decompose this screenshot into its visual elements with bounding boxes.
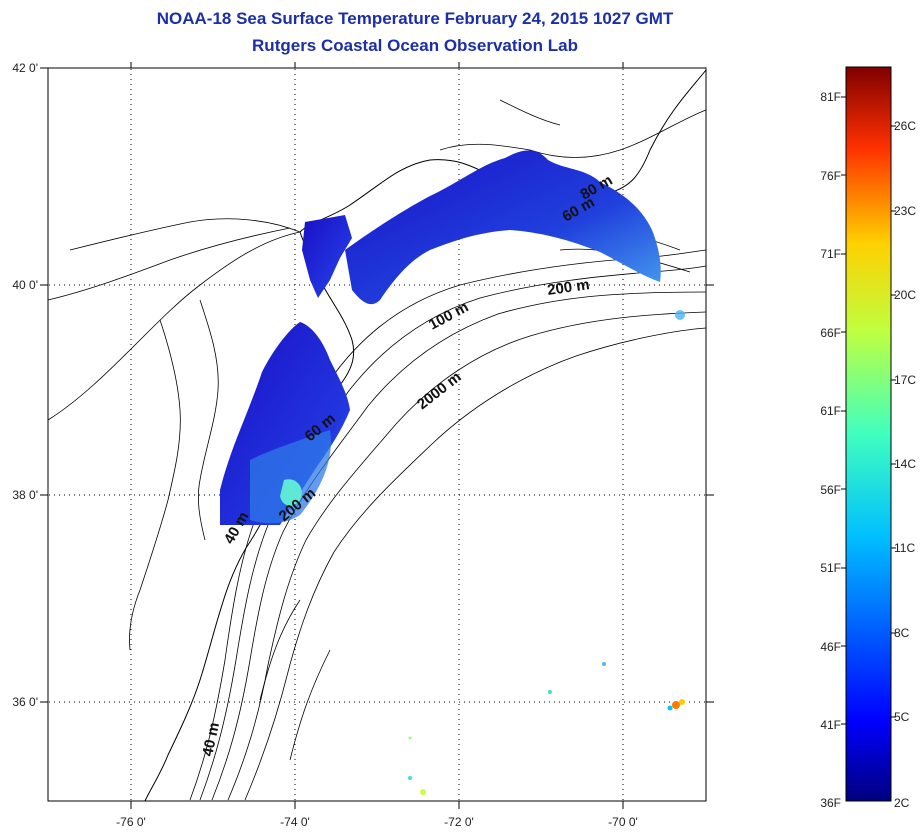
cb-c-label: 8C xyxy=(894,626,910,640)
cb-c-label: 2C xyxy=(894,796,910,810)
cb-f-label: 71F xyxy=(820,247,841,261)
cb-f-label: 76F xyxy=(820,169,841,183)
cb-f-label: 81F xyxy=(820,90,841,104)
map-subtitle: Rutgers Coastal Ocean Observation Lab xyxy=(252,36,578,55)
new-england-shoreline xyxy=(439,99,707,158)
lat-label: 40 0' xyxy=(12,278,38,292)
cb-c-label: 14C xyxy=(894,457,916,471)
lat-label: 36 0' xyxy=(12,695,38,709)
cb-f-label: 56F xyxy=(820,483,841,497)
cb-c-label: 11C xyxy=(894,541,915,555)
isobath-label-40-far-south: 40 m xyxy=(199,721,223,758)
latitude-labels: 42 0' 40 0' 38 0' 36 0' xyxy=(12,61,38,709)
cb-f-label: 61F xyxy=(820,404,841,418)
cb-f-label: 46F xyxy=(820,640,841,654)
inland-shoreline xyxy=(47,218,301,421)
cb-c-label: 20C xyxy=(894,288,916,302)
temperature-colorbar xyxy=(845,66,892,802)
lat-label: 42 0' xyxy=(12,61,38,75)
lon-label: -76 0' xyxy=(116,815,146,829)
cb-c-label: 17C xyxy=(894,373,916,387)
tick-marks xyxy=(40,62,714,809)
chesapeake-shoreline xyxy=(129,299,219,651)
colorbar-ticks xyxy=(841,96,896,725)
longitude-labels: -76 0' -74 0' -72 0' -70 0' xyxy=(116,815,638,829)
lon-label: -72 0' xyxy=(444,815,474,829)
lat-label: 38 0' xyxy=(12,488,38,502)
cb-f-label: 66F xyxy=(820,326,841,340)
map-title: NOAA-18 Sea Surface Temperature February… xyxy=(156,9,674,28)
cb-f-label: 41F xyxy=(820,718,841,732)
lon-label: -70 0' xyxy=(608,815,638,829)
cb-c-label: 23C xyxy=(894,204,916,218)
lon-label: -74 0' xyxy=(280,815,310,829)
colorbar-celsius-labels: 26C 23C 20C 17C 14C 11C 8C 5C 2C xyxy=(894,119,916,810)
cb-c-label: 5C xyxy=(894,710,910,724)
cb-c-label: 26C xyxy=(894,119,916,133)
colorbar-fahrenheit-labels: 81F 76F 71F 66F 61F 56F 51F 46F 41F 36F xyxy=(820,90,841,810)
isobath-label-200-north: 200 m xyxy=(546,276,590,299)
sst-data xyxy=(220,150,685,795)
cb-f-label: 51F xyxy=(820,561,841,575)
cb-f-label: 36F xyxy=(820,796,841,810)
